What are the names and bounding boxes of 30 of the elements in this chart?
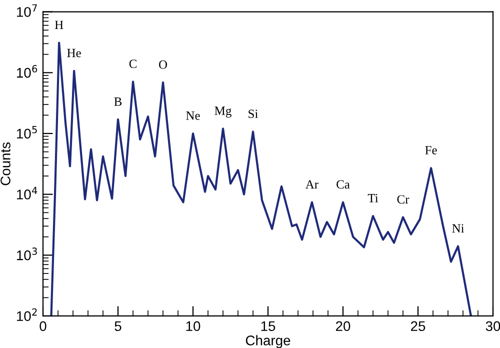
annotation: Ti xyxy=(368,194,378,202)
y-tick-label: 10$^{7}$ xyxy=(16,4,37,17)
x-tick-label: 20 xyxy=(336,321,350,332)
annotation: Mg xyxy=(214,106,232,118)
x-tick-label: 5 xyxy=(114,321,122,332)
annotation: O xyxy=(159,60,167,69)
annotation: Fe xyxy=(425,146,437,154)
annotation: Cr xyxy=(397,195,410,204)
annotation: Ca xyxy=(336,180,350,189)
annotation: Ne xyxy=(186,112,200,120)
x-tick-label: 15 xyxy=(261,321,276,332)
annotation: Ni xyxy=(452,224,464,232)
annotation: Ar xyxy=(305,180,318,189)
annotation: He xyxy=(67,48,81,58)
y-tick-label: 10$^{2}$ xyxy=(16,308,37,322)
y-tick-label: 10$^{6}$ xyxy=(16,65,38,78)
x-tick-label: 0 xyxy=(40,321,46,332)
x-tick-label: 25 xyxy=(410,321,426,332)
annotation: B xyxy=(114,98,122,106)
x-axis-title: Charge xyxy=(246,335,290,348)
annotation: H xyxy=(54,20,64,29)
x-tick-label: 30 xyxy=(486,321,500,332)
annotation: Si xyxy=(248,110,258,118)
line-series xyxy=(50,42,472,316)
x-tick-label: 10 xyxy=(186,321,200,332)
y-tick-label: 10$^{3}$ xyxy=(16,248,37,260)
y-axis-title: Counts xyxy=(0,142,10,186)
y-tick-label: 10$^{5}$ xyxy=(16,126,37,139)
annotation: C xyxy=(129,60,136,68)
y-tick-label: 10$^{4}$ xyxy=(16,186,38,200)
